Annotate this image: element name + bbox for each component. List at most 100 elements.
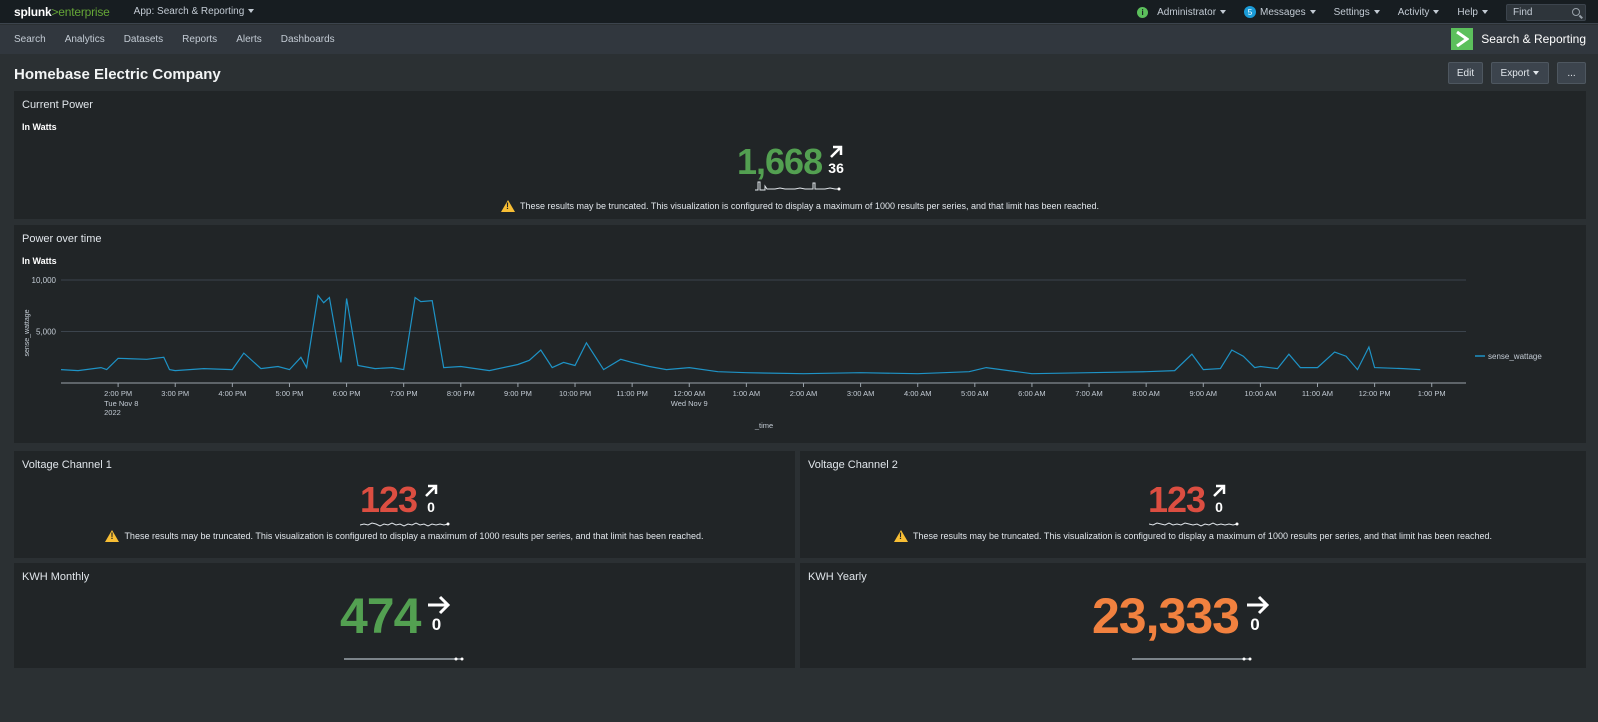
kwh-monthly-panel: KWH Monthly 474 0 — [14, 563, 795, 668]
x-tick-label: 12:00 AM — [673, 389, 705, 398]
panel-title: KWH Monthly — [22, 571, 90, 583]
export-button[interactable]: Export — [1491, 62, 1549, 84]
trend-flat-arrow-icon — [428, 595, 451, 615]
legend-label: sense_wattage — [1488, 352, 1542, 361]
nav-item-search[interactable]: Search — [14, 34, 46, 45]
sparkline — [360, 522, 450, 527]
x-tick-label: 7:00 AM — [1075, 389, 1103, 398]
settings-menu[interactable]: Settings — [1334, 7, 1380, 18]
chevron-down-icon — [1220, 10, 1227, 14]
trend-up-arrow-icon — [425, 484, 438, 497]
x-tick-label: 2:00 PM — [104, 389, 132, 398]
truncation-warning: These results may be truncated. This vis… — [14, 200, 1586, 212]
truncation-warning: These results may be truncated. This vis… — [800, 530, 1586, 542]
single-value-number: 23,333 — [1092, 588, 1240, 644]
app-name: Search & Reporting — [1481, 32, 1586, 46]
chevron-down-icon — [1482, 10, 1488, 14]
x-tick-label: 1:00 AM — [733, 389, 761, 398]
warning-text: These results may be truncated. This vis… — [519, 201, 1100, 211]
single-value: 474 0 — [340, 591, 452, 641]
trend-delta-value: 0 — [1215, 499, 1223, 515]
find-input[interactable]: Find — [1506, 3, 1586, 21]
x-tick-label: 5:00 AM — [961, 389, 989, 398]
edit-button[interactable]: Edit — [1448, 62, 1483, 84]
x-tick-label: 4:00 AM — [904, 389, 932, 398]
info-icon: i — [1137, 6, 1149, 18]
activity-label: Activity — [1397, 6, 1430, 18]
x-tick-label: 9:00 PM — [504, 389, 532, 398]
panel-title: Current Power — [22, 99, 93, 111]
x-tick-label: 4:00 PM — [218, 389, 246, 398]
nav-item-analytics[interactable]: Analytics — [64, 34, 105, 45]
x-tick-label: 2:00 AM — [790, 389, 818, 398]
single-value-number: 1,668 — [737, 141, 823, 182]
panel-title: Voltage Channel 2 — [808, 459, 898, 471]
chevron-down-icon — [248, 9, 255, 14]
splunk-logo[interactable]: splunk>enterprise — [14, 5, 110, 19]
single-value: 123 0 — [1148, 479, 1227, 521]
top-bar: splunk>enterprise App: Search & Reportin… — [0, 0, 1598, 24]
x-tick-label: 9:00 AM — [1190, 389, 1218, 398]
panel-title: KWH Yearly — [808, 571, 867, 583]
nav-item-reports[interactable]: Reports — [182, 34, 218, 45]
nav-item-alerts[interactable]: Alerts — [236, 34, 262, 45]
series-line-sense_wattage — [60, 294, 1421, 375]
more-button[interactable]: ... — [1557, 62, 1586, 84]
x-tick-label: 6:00 PM — [333, 389, 361, 398]
single-value: 23,333 0 — [1092, 591, 1271, 641]
sparkline — [1149, 522, 1239, 527]
y-tick-label: 5,000 — [36, 328, 57, 337]
x-tick-label: 12:00 PM — [1359, 389, 1391, 398]
x-tick-label: 11:00 PM — [616, 389, 648, 398]
trend-delta-value: 0 — [1250, 615, 1260, 634]
help-menu[interactable]: Help — [1457, 7, 1488, 18]
power-over-time-panel: Power over time In Watts 5,000 10,000 sens… — [14, 225, 1586, 443]
warning-icon — [500, 200, 515, 212]
x-tick-label: 11:00 AM — [1302, 389, 1333, 398]
top-right-menus: i Administrator 5 Messages Settings Acti… — [1137, 0, 1586, 24]
x-tick-label: 10:00 AM — [1245, 389, 1277, 398]
x-tick-label: 3:00 PM — [161, 389, 189, 398]
logo-main: splunk — [14, 4, 52, 19]
trend-delta-value: 0 — [431, 615, 442, 634]
warning-text: These results may be truncated. This vis… — [124, 531, 704, 541]
app-badge[interactable]: Search & Reporting — [1451, 28, 1586, 50]
nav-item-dashboards[interactable]: Dashboards — [280, 34, 335, 45]
x-tick-label: 6:00 AM — [1018, 389, 1046, 398]
messages-count-badge: 5 — [1244, 6, 1257, 18]
x-tick-label: 5:00 PM — [275, 389, 303, 398]
activity-menu[interactable]: Activity — [1398, 7, 1440, 18]
export-label: Export — [1500, 67, 1530, 79]
warning-icon — [105, 530, 120, 542]
messages-label: Messages — [1260, 6, 1306, 18]
find-placeholder: Find — [1513, 6, 1533, 18]
logo-gt: > — [51, 4, 59, 19]
trend-delta-value: 36 — [828, 160, 844, 176]
sparkline — [344, 657, 464, 661]
x-tick-label: 10:00 PM — [559, 389, 591, 398]
search-icon[interactable] — [1572, 7, 1580, 16]
trend-delta: 0 — [426, 595, 452, 635]
app-menu-label: App: Search & Reporting — [133, 6, 245, 17]
chevron-down-icon — [1309, 10, 1316, 14]
page-title: Homebase Electric Company — [14, 66, 221, 83]
single-value-number: 474 — [340, 588, 421, 644]
warning-icon — [893, 530, 908, 542]
help-label: Help — [1457, 6, 1478, 18]
single-value: 1,668 36 — [737, 141, 844, 183]
single-value-number: 123 — [360, 479, 418, 520]
nav-item-datasets[interactable]: Datasets — [123, 34, 164, 45]
sparkline — [755, 181, 841, 191]
panel-subtitle: In Watts — [22, 256, 57, 266]
panel-title: Voltage Channel 1 — [22, 459, 112, 471]
messages-menu[interactable]: 5 Messages — [1244, 6, 1316, 18]
truncation-warning: These results may be truncated. This vis… — [14, 530, 795, 542]
app-menu[interactable]: App: Search & Reporting — [134, 6, 255, 17]
administrator-menu[interactable]: i Administrator — [1137, 6, 1227, 18]
x-tick-label: 8:00 AM — [1132, 389, 1160, 398]
single-value: 123 0 — [360, 479, 439, 521]
logo-suffix: enterprise — [58, 4, 110, 19]
single-value-number: 123 — [1148, 479, 1206, 520]
trend-delta: 0 — [1211, 483, 1227, 515]
